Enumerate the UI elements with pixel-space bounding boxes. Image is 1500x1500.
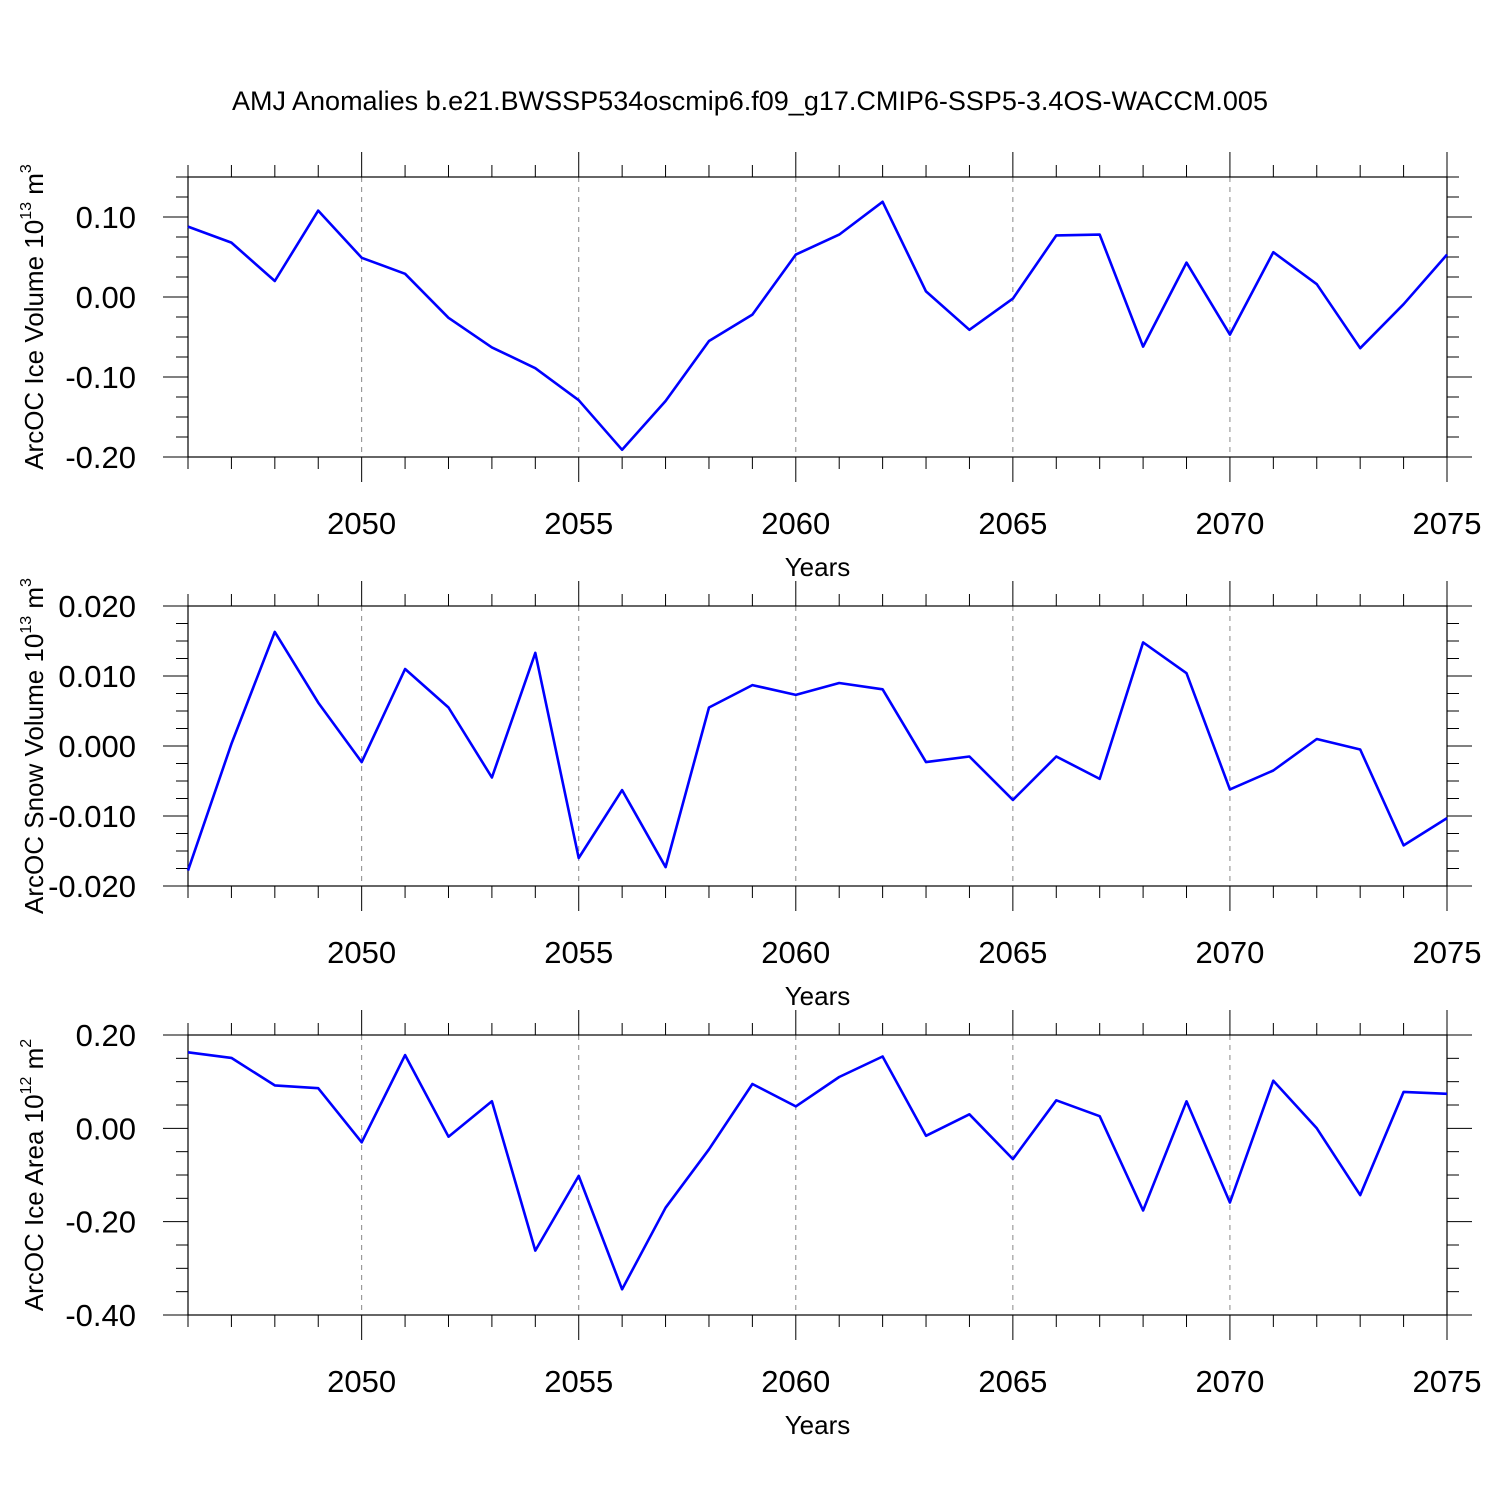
x-tick-label: 2065 xyxy=(978,935,1047,970)
plot-frame xyxy=(187,605,1448,887)
x-tick-label: 2070 xyxy=(1195,1364,1264,1399)
x-tick-label: 2075 xyxy=(1413,1364,1482,1399)
x-tick-label: 2060 xyxy=(761,935,830,970)
y-tick-label: -0.40 xyxy=(65,1298,136,1333)
x-tick-label: 2050 xyxy=(327,935,396,970)
x-axis-label: Years xyxy=(785,552,851,582)
x-tick-label: 2050 xyxy=(327,1364,396,1399)
panel-1: 2050 2055 2060 2065 2070 2075 -0.20 -0.10 0.00 0.… xyxy=(18,152,1481,582)
y-tick-label: 0.020 xyxy=(58,589,136,624)
y-tick-label: -0.10 xyxy=(65,360,136,395)
y-tick-label: 0.00 xyxy=(76,1111,136,1146)
y-tick-label: 0.00 xyxy=(76,280,136,315)
x-tick-label: 2065 xyxy=(978,506,1047,541)
panel-3: 2050 2055 2060 2065 2070 2075 -0.40 -0.20 0.00 0.… xyxy=(18,1010,1481,1440)
x-tick-label: 2060 xyxy=(761,1364,830,1399)
y-tick-label: 0.20 xyxy=(76,1018,136,1053)
x-tick-label: 2055 xyxy=(544,935,613,970)
y-tick-label: -0.20 xyxy=(65,1205,136,1240)
y-axis-label: ArcOC Ice Volume 1013 m3 xyxy=(18,164,49,470)
x-tick-label: 2070 xyxy=(1195,506,1264,541)
series-line xyxy=(187,1051,1448,1291)
y-tick-label: 0.010 xyxy=(58,659,136,694)
panels: 2050 2055 2060 2065 2070 2075 -0.20 -0.10 0.00 0.… xyxy=(18,152,1481,1440)
x-tick-label: 2050 xyxy=(327,506,396,541)
figure-title: AMJ Anomalies b.e21.BWSSP534oscmip6.f09_… xyxy=(232,86,1268,116)
x-tick-label: 2075 xyxy=(1413,506,1482,541)
x-tick-label: 2075 xyxy=(1413,935,1482,970)
y-tick-label: -0.020 xyxy=(48,869,136,904)
x-tick-label: 2055 xyxy=(544,506,613,541)
x-tick-label: 2060 xyxy=(761,506,830,541)
x-tick-label: 2070 xyxy=(1195,935,1264,970)
panel-2: 2050 2055 2060 2065 2070 2075 -0.020 -0.010 0.00… xyxy=(18,578,1481,1011)
y-tick-label: 0.000 xyxy=(58,729,136,764)
y-axis-label: ArcOC Ice Area 1012 m2 xyxy=(18,1039,49,1311)
series-line xyxy=(187,200,1448,452)
plot-frame xyxy=(187,1034,1448,1316)
y-tick-label: 0.10 xyxy=(76,200,136,235)
y-axis-label: ArcOC Snow Volume 1013 m3 xyxy=(18,578,49,914)
x-tick-label: 2065 xyxy=(978,1364,1047,1399)
y-tick-label: -0.20 xyxy=(65,440,136,475)
x-axis-label: Years xyxy=(785,1410,851,1440)
series-line xyxy=(186,630,1448,872)
y-tick-label: -0.010 xyxy=(48,799,136,834)
x-tick-label: 2055 xyxy=(544,1364,613,1399)
plot-frame xyxy=(187,176,1448,458)
x-axis-label: Years xyxy=(785,981,851,1011)
